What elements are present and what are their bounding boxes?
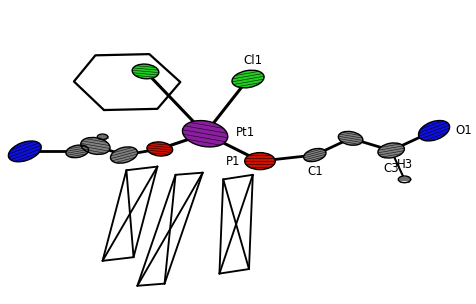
Ellipse shape (110, 147, 137, 163)
Ellipse shape (132, 64, 159, 79)
Ellipse shape (231, 70, 264, 88)
Text: Pt1: Pt1 (236, 126, 255, 139)
Ellipse shape (9, 141, 41, 162)
Text: H3: H3 (396, 158, 412, 171)
Ellipse shape (182, 121, 227, 147)
Ellipse shape (66, 145, 89, 158)
Text: C3: C3 (383, 162, 398, 175)
Ellipse shape (244, 153, 275, 170)
Text: C1: C1 (306, 165, 322, 178)
Ellipse shape (80, 137, 110, 154)
Ellipse shape (337, 131, 362, 145)
Ellipse shape (397, 176, 410, 183)
Text: Cl1: Cl1 (243, 54, 262, 67)
Ellipse shape (377, 143, 404, 158)
Ellipse shape (97, 134, 108, 140)
Text: O1: O1 (455, 124, 471, 137)
Ellipse shape (417, 120, 449, 141)
Ellipse shape (303, 148, 325, 162)
Ellipse shape (147, 142, 172, 156)
Text: P1: P1 (225, 155, 239, 168)
